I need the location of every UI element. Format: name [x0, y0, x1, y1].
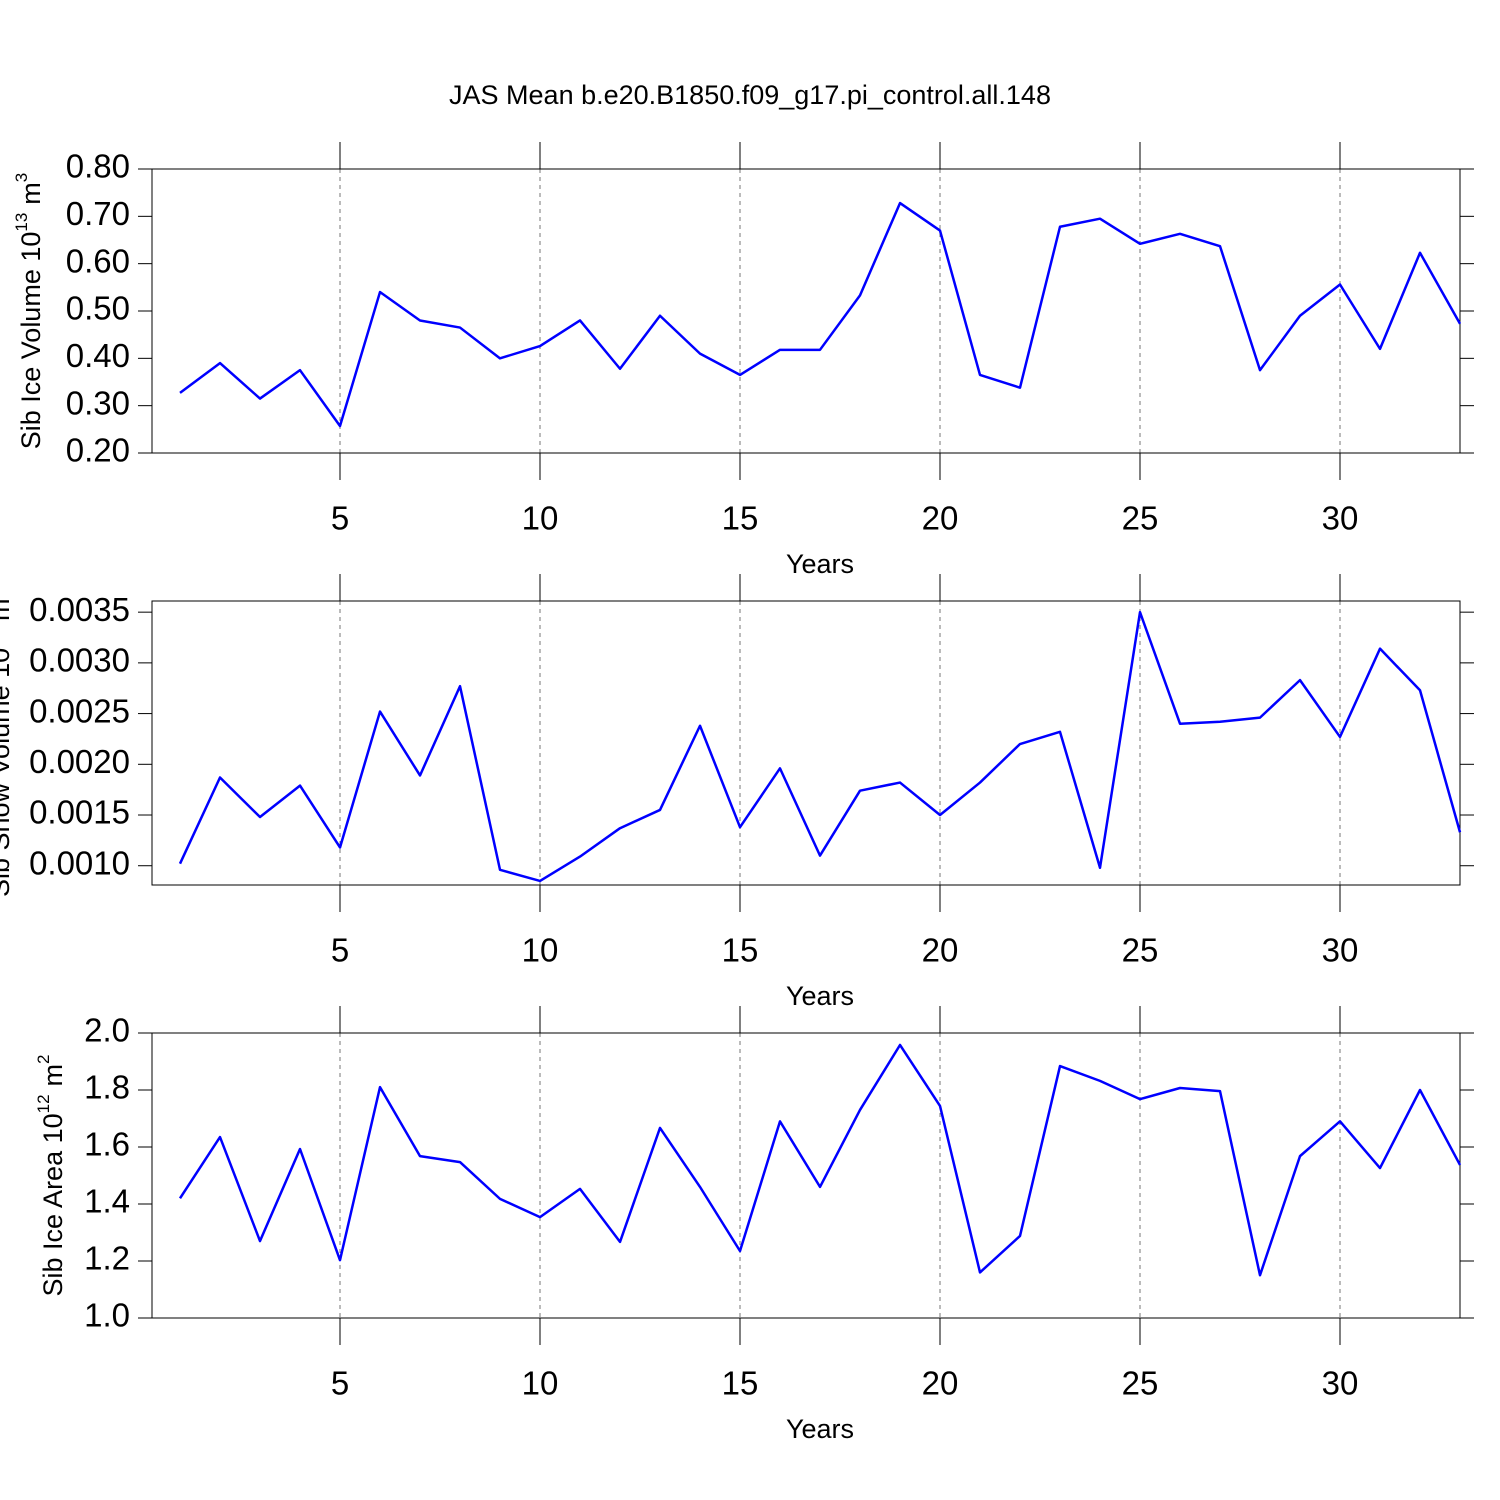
data-line [178, 1043, 1462, 1277]
y-tick-label: 0.0035 [29, 591, 130, 628]
y-tick-label: 1.8 [84, 1069, 130, 1106]
y-axis-label-text: Sib Ice Volume 10 [16, 232, 46, 450]
y-axis-label-unit-exponent: 3 [12, 173, 31, 182]
x-tick-label: 10 [522, 500, 559, 537]
x-tick-label: 30 [1322, 1365, 1359, 1402]
y-tick-label: 2.0 [84, 1012, 130, 1049]
y-axis-label: Sib Ice Volume 1013 m3 [12, 173, 46, 450]
y-tick-label: 1.4 [84, 1183, 130, 1220]
y-axis-label: Sib Snow Volume 1013m3 [0, 589, 15, 897]
x-tick-label: 20 [922, 500, 959, 537]
y-tick-label: 0.0015 [29, 794, 130, 831]
y-axis-label-unit: m [38, 1064, 68, 1087]
x-tick-label: 25 [1122, 500, 1159, 537]
y-tick-label: 0.50 [66, 290, 130, 327]
y-axis-label-unit: m [0, 598, 15, 621]
x-tick-label: 15 [722, 932, 759, 969]
data-line [178, 610, 1462, 883]
y-tick-label: 0.80 [66, 148, 130, 185]
x-tick-label: 5 [331, 500, 349, 537]
y-tick-label: 0.0030 [29, 642, 130, 679]
y-axis-label-exponent: 12 [34, 1094, 53, 1113]
x-tick-label: 30 [1322, 932, 1359, 969]
x-tick-label: 20 [922, 1365, 959, 1402]
y-tick-label: 0.0020 [29, 743, 130, 780]
y-axis-label-unit-exponent: 2 [34, 1054, 53, 1063]
x-axis-label: Years [786, 981, 854, 1011]
x-tick-label: 15 [722, 500, 759, 537]
data-line [179, 201, 1462, 428]
y-tick-label: 0.40 [66, 337, 130, 374]
y-tick-label: 1.6 [84, 1126, 130, 1163]
y-tick-label: 0.0010 [29, 844, 130, 881]
x-tick-label: 25 [1122, 1365, 1159, 1402]
x-tick-label: 10 [522, 1365, 559, 1402]
y-axis-label-unit: m [16, 182, 46, 205]
y-axis-label-text: Sib Ice Area 10 [38, 1113, 68, 1296]
x-tick-label: 15 [722, 1365, 759, 1402]
y-tick-label: 0.20 [66, 432, 130, 469]
x-tick-label: 25 [1122, 932, 1159, 969]
y-tick-label: 0.70 [66, 195, 130, 232]
y-tick-label: 1.2 [84, 1240, 130, 1277]
plot-frame [151, 168, 1461, 454]
x-axis-label: Years [786, 1414, 854, 1444]
y-tick-label: 1.0 [84, 1297, 130, 1334]
plot-frame [151, 600, 1461, 886]
y-axis-label: Sib Ice Area 1012 m2 [34, 1054, 68, 1296]
x-tick-label: 5 [331, 932, 349, 969]
x-tick-label: 30 [1322, 500, 1359, 537]
figure-title: JAS Mean b.e20.B1850.f09_g17.pi_control.… [449, 80, 1051, 110]
x-tick-label: 5 [331, 1365, 349, 1402]
y-tick-label: 0.0025 [29, 692, 130, 729]
x-tick-label: 20 [922, 932, 959, 969]
y-tick-label: 0.60 [66, 242, 130, 279]
y-axis-label-text: Sib Snow Volume 10 [0, 648, 15, 897]
y-tick-label: 0.30 [66, 384, 130, 421]
x-tick-label: 10 [522, 932, 559, 969]
plot-frame [151, 1032, 1461, 1319]
y-axis-label-exponent: 13 [12, 213, 31, 232]
x-axis-label: Years [786, 549, 854, 579]
